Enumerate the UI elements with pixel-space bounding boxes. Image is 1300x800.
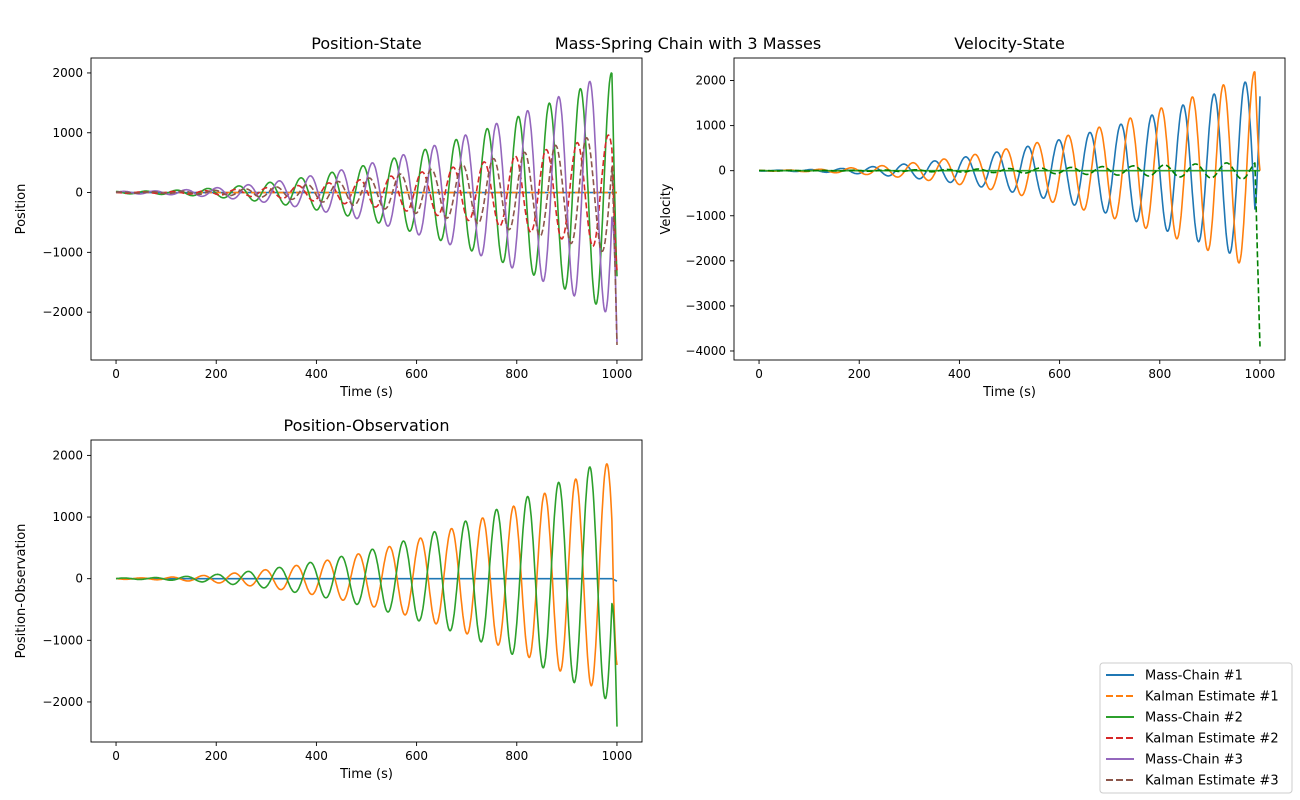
figure-title: Mass-Spring Chain with 3 Masses bbox=[555, 34, 821, 53]
x-tick-label: 400 bbox=[305, 367, 328, 381]
legend: Mass-Chain #1 Kalman Estimate #1 Mass-Ch… bbox=[1099, 662, 1293, 794]
axes-frame bbox=[90, 57, 643, 361]
x-axis-label: Time (s) bbox=[339, 385, 393, 400]
y-tick-label: 2000 bbox=[695, 74, 726, 88]
axes-title: Position-State bbox=[311, 34, 421, 53]
y-tick-label: −1000 bbox=[685, 209, 726, 223]
axes-title: Velocity-State bbox=[954, 34, 1065, 53]
x-tick-label: 200 bbox=[205, 367, 228, 381]
x-tick-label: 0 bbox=[112, 367, 120, 381]
series-line-4 bbox=[758, 162, 1261, 347]
series-line-2 bbox=[115, 462, 618, 687]
x-tick-label: 400 bbox=[948, 367, 971, 381]
x-tick-label: 0 bbox=[755, 367, 763, 381]
x-tick-label: 1000 bbox=[1245, 367, 1276, 381]
series-line-2 bbox=[758, 71, 1261, 264]
series-group bbox=[115, 462, 618, 727]
velocity-state-axes: Velocity-State 0 200 400 600 800 1000 −4000 −300… bbox=[659, 34, 1286, 400]
y-tick-label: 2000 bbox=[52, 66, 83, 80]
y-axis-label: Position bbox=[14, 184, 29, 235]
x-tick-label: 600 bbox=[1048, 367, 1071, 381]
x-tick-label: 800 bbox=[1148, 367, 1171, 381]
x-tick-label: 600 bbox=[405, 367, 428, 381]
x-axis-label: Time (s) bbox=[339, 767, 393, 782]
series-group bbox=[758, 71, 1261, 347]
position-observation-axes: Position-Observation 0 200 400 600 800 1000 −20… bbox=[14, 416, 643, 782]
legend-label-1: Mass-Chain #1 bbox=[1145, 669, 1243, 684]
series-line-6 bbox=[115, 137, 618, 346]
x-tick-label: 800 bbox=[505, 367, 528, 381]
y-tick-label: 0 bbox=[75, 186, 83, 200]
legend-label-3: Mass-Chain #2 bbox=[1145, 711, 1243, 726]
axes-frame bbox=[90, 439, 643, 743]
y-tick-label: −1000 bbox=[42, 633, 83, 647]
legend-frame bbox=[1099, 662, 1293, 794]
legend-label-5: Mass-Chain #3 bbox=[1145, 753, 1243, 768]
y-axis-label: Position-Observation bbox=[14, 524, 29, 659]
series-line-5 bbox=[115, 80, 618, 343]
series-group bbox=[115, 72, 618, 346]
x-tick-label: 1000 bbox=[602, 367, 633, 381]
y-axis-label: Velocity bbox=[659, 183, 674, 234]
x-tick-label: 0 bbox=[112, 749, 120, 763]
y-tick-label: −1000 bbox=[42, 245, 83, 259]
y-tick-label: −2000 bbox=[685, 254, 726, 268]
y-tick-label: 1000 bbox=[52, 126, 83, 140]
series-line-1 bbox=[758, 81, 1261, 254]
legend-label-4: Kalman Estimate #2 bbox=[1145, 732, 1279, 747]
y-tick-label: −4000 bbox=[685, 344, 726, 358]
position-state-axes: Position-State 0 200 400 600 800 1000 −2000 −100… bbox=[14, 34, 643, 400]
legend-label-6: Kalman Estimate #3 bbox=[1145, 774, 1279, 789]
y-tick-label: −3000 bbox=[685, 299, 726, 313]
x-tick-label: 800 bbox=[505, 749, 528, 763]
axes-title: Position-Observation bbox=[284, 416, 450, 435]
legend-label-2: Kalman Estimate #1 bbox=[1145, 690, 1279, 705]
x-axis-label: Time (s) bbox=[982, 385, 1036, 400]
x-tick-label: 400 bbox=[305, 749, 328, 763]
y-tick-label: 0 bbox=[75, 572, 83, 586]
axes-frame bbox=[733, 57, 1286, 361]
y-tick-label: −2000 bbox=[42, 695, 83, 709]
series-line-4 bbox=[115, 134, 618, 271]
x-tick-label: 600 bbox=[405, 749, 428, 763]
x-tick-label: 200 bbox=[205, 749, 228, 763]
series-line-3 bbox=[115, 72, 618, 305]
y-tick-label: 0 bbox=[718, 164, 726, 178]
y-tick-label: −2000 bbox=[42, 305, 83, 319]
y-tick-label: 1000 bbox=[695, 119, 726, 133]
y-tick-label: 2000 bbox=[52, 448, 83, 462]
y-tick-label: 1000 bbox=[52, 510, 83, 524]
x-tick-label: 1000 bbox=[602, 749, 633, 763]
x-tick-label: 200 bbox=[848, 367, 871, 381]
series-line-3 bbox=[115, 466, 618, 727]
